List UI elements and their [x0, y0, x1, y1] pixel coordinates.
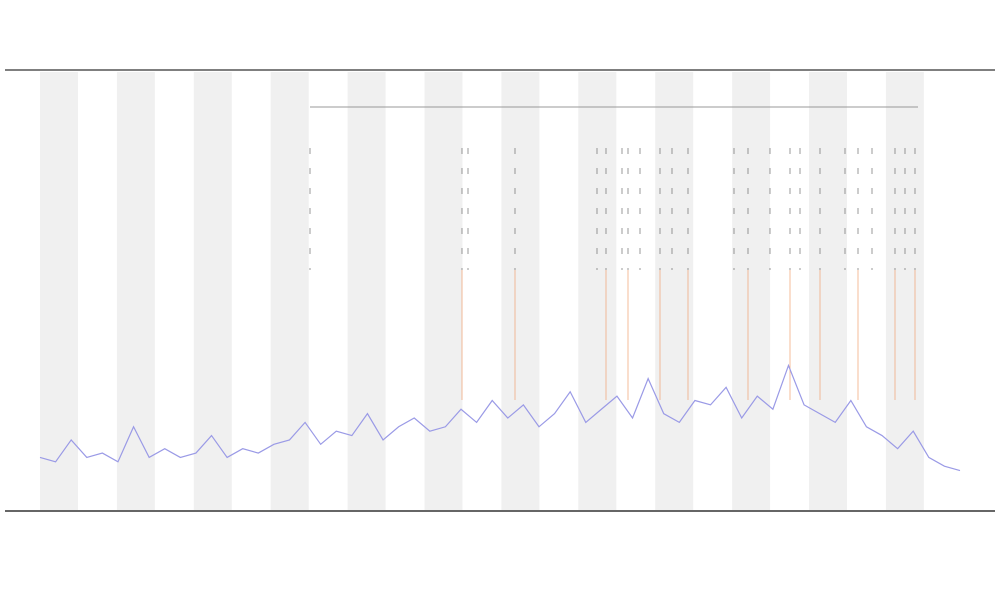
band — [809, 72, 847, 510]
band — [116, 72, 155, 510]
bands — [40, 72, 924, 510]
band — [578, 72, 617, 510]
band — [732, 72, 771, 510]
event-marks — [309, 148, 916, 400]
band — [885, 72, 924, 510]
band — [270, 72, 309, 510]
band — [40, 72, 78, 510]
band — [501, 72, 540, 510]
band — [655, 72, 694, 510]
band — [347, 72, 386, 510]
data-line — [39, 363, 961, 472]
band — [424, 72, 463, 510]
band — [193, 72, 232, 510]
